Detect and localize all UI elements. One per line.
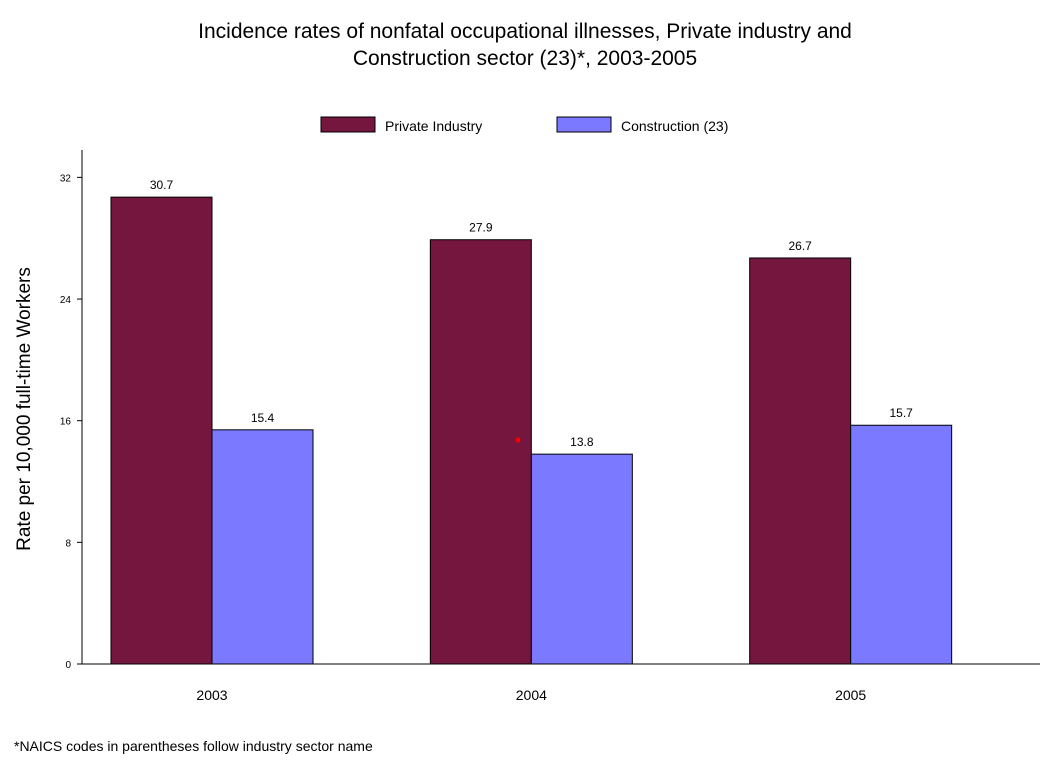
footnote: *NAICS codes in parentheses follow indus…	[14, 738, 373, 754]
bar-construction-2003	[211, 429, 314, 665]
chart-title-line-2: Construction sector (23)*, 2003-2005	[352, 47, 698, 70]
value-label: 30.7	[150, 178, 174, 192]
y-tick-label: 24	[60, 295, 72, 306]
y-ticks: 0 8 16 24 32	[60, 173, 82, 671]
value-label: 26.7	[788, 239, 812, 253]
y-tick-label: 0	[65, 660, 71, 671]
legend-label-private-industry: Private Industry	[385, 118, 482, 134]
legend-label-construction: Construction (23)	[621, 118, 728, 134]
chart-title: Incidence rates of nonfatal occupational…	[0, 18, 1041, 72]
value-labels: 30.7 15.4 27.9 13.8 26.7 15.7	[150, 178, 913, 449]
x-category-label: 2004	[516, 687, 547, 703]
legend-swatch-private-industry	[320, 116, 376, 133]
legend: Private Industry Construction (23)	[320, 116, 728, 134]
bar-private-industry-2004	[429, 239, 532, 665]
value-label: 15.4	[251, 411, 275, 425]
value-label: 15.7	[889, 406, 913, 420]
y-tick-label: 32	[60, 173, 72, 184]
value-label: 27.9	[469, 221, 493, 235]
y-axis-label: Rate per 10,000 full-time Workers	[14, 267, 35, 551]
bar-private-industry-2003	[110, 196, 213, 665]
bar-construction-2005	[850, 424, 953, 665]
bars	[110, 196, 953, 665]
chart-title-line-1: Incidence rates of nonfatal occupational…	[198, 20, 852, 43]
x-category-label: 2005	[835, 687, 866, 703]
value-label: 13.8	[570, 435, 594, 449]
bar-construction-2004	[530, 453, 633, 665]
legend-swatch-construction	[556, 116, 612, 133]
x-category-label: 2003	[196, 687, 227, 703]
y-tick-label: 8	[65, 538, 71, 549]
y-tick-label: 16	[60, 417, 72, 428]
bar-private-industry-2005	[749, 257, 852, 665]
category-labels: 2003 2004 2005	[196, 687, 866, 703]
annotation-dot	[515, 437, 521, 443]
